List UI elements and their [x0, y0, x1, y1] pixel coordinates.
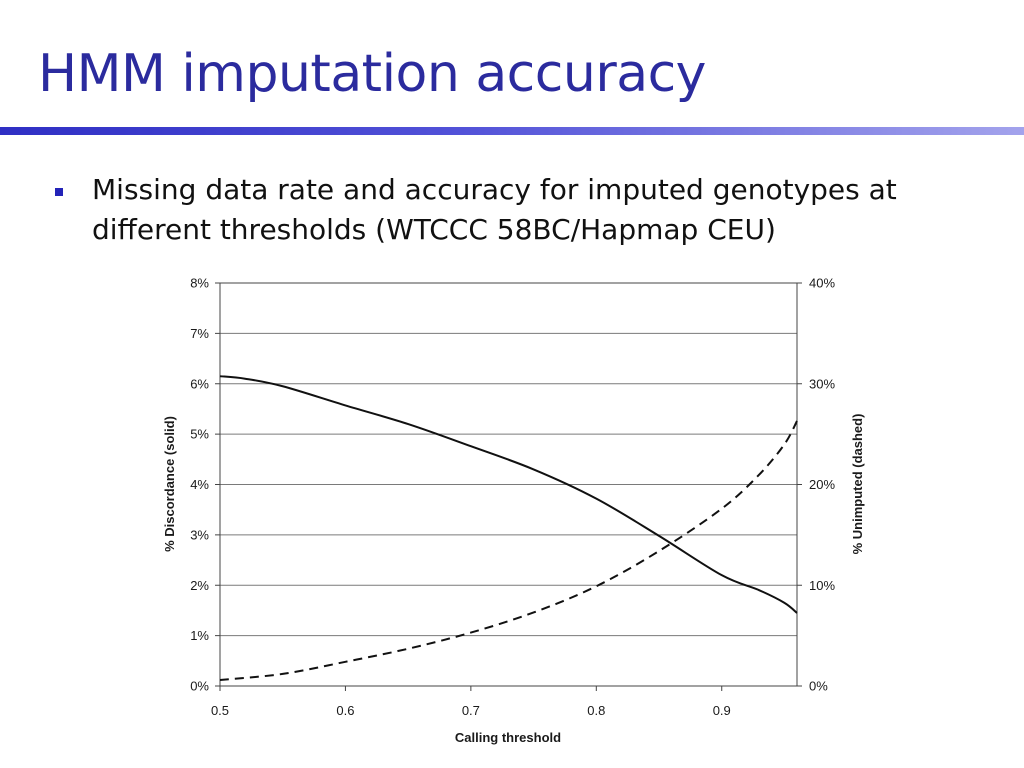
grid-lines [220, 282, 797, 687]
bullet-square-icon [55, 188, 63, 196]
axis-ticks: 0% 1% 2% 3% 4% 5% 6% 7% 8% 0% 10% 20% 30% 40% 0.5 0.6 0.… [190, 276, 835, 719]
bullet-text: Missing data rate and accuracy for imput… [92, 173, 897, 246]
y-left-tick-label: 7% [190, 326, 209, 341]
y-right-tick-label: 0% [809, 679, 828, 694]
y-left-tick-label: 1% [190, 628, 209, 643]
x-axis-label: Calling threshold [455, 730, 561, 745]
y-left-tick-label: 2% [190, 578, 209, 593]
x-tick-label: 0.6 [336, 703, 354, 718]
title-underline [0, 127, 1024, 135]
unimputed-dashed-line [219, 420, 798, 681]
y-left-tick-label: 5% [190, 427, 209, 442]
x-tick-label: 0.9 [713, 703, 731, 718]
y-left-tick-label: 6% [190, 376, 209, 391]
slide-title: HMM imputation accuracy [38, 44, 706, 104]
x-tick-label: 0.5 [211, 703, 229, 718]
y-left-tick-label: 4% [190, 477, 209, 492]
y-right-axis-label: % Unimputed (dashed) [850, 414, 865, 555]
y-right-tick-label: 30% [809, 376, 835, 391]
y-left-tick-label: 0% [190, 679, 209, 694]
series-lines [219, 375, 798, 681]
y-right-tick-label: 40% [809, 276, 835, 291]
discordance-solid-line [219, 375, 798, 614]
y-left-axis-label: % Discordance (solid) [162, 416, 177, 552]
y-right-tick-label: 10% [809, 578, 835, 593]
y-left-tick-label: 8% [190, 276, 209, 291]
x-tick-label: 0.7 [462, 703, 480, 718]
x-tick-label: 0.8 [587, 703, 605, 718]
y-left-tick-label: 3% [190, 527, 209, 542]
y-right-tick-label: 20% [809, 477, 835, 492]
